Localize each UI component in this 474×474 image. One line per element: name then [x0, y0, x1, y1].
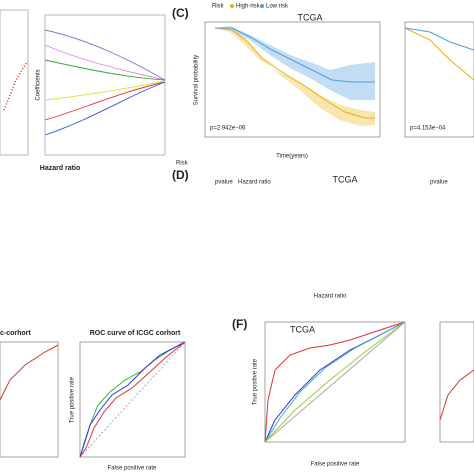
title: TCGA	[332, 174, 357, 184]
km-curve	[404, 27, 474, 51]
roc-curve	[0, 344, 59, 401]
p-value: p=4.153e−04	[410, 126, 446, 132]
legend-title: Risk	[212, 4, 225, 10]
y-label: Survival probability	[194, 55, 200, 105]
lasso-left	[0, 9, 29, 156]
roc-curve	[439, 369, 474, 421]
title: c-corhort	[0, 330, 31, 337]
panel-label: (F)	[232, 317, 247, 331]
plot-frame	[0, 341, 59, 458]
plot-frame	[264, 321, 406, 443]
x-label: Hazard ratio	[314, 294, 347, 300]
ci-band	[215, 28, 375, 126]
km-curve	[214, 27, 375, 119]
roc-curve	[264, 321, 406, 443]
header: pvalue	[430, 180, 448, 186]
panel-label: (C)	[172, 6, 189, 20]
diagonal	[79, 341, 186, 458]
header: Hazard ratio	[238, 180, 271, 186]
y-label: True positive rate	[70, 376, 76, 423]
legend-swatch	[230, 4, 234, 8]
ci-band	[215, 26, 375, 100]
legend-text: High-risk	[236, 4, 261, 10]
plot-frame	[204, 21, 381, 138]
y-label: True positive rate	[253, 358, 259, 405]
x-label: False positive rate	[311, 462, 360, 468]
km-curve	[404, 27, 474, 81]
p-value: p=2.942e−06	[210, 126, 246, 132]
roc-curve	[264, 321, 406, 443]
plot-frame	[439, 321, 474, 443]
y-label: Coefficients	[36, 69, 42, 100]
risk-label: Risk	[176, 161, 189, 167]
roc-curve	[79, 341, 186, 458]
x-label: False positive rate	[108, 466, 157, 472]
plot-frame	[79, 341, 186, 458]
roc-curve	[79, 341, 186, 458]
title: TCGA	[290, 324, 315, 334]
km-curve	[215, 27, 375, 83]
panel-label: (D)	[172, 168, 189, 182]
title: ROC curve of ICGC corhort	[90, 330, 181, 337]
legend-text: Low risk	[266, 4, 289, 10]
lasso-coef	[44, 14, 166, 156]
title: TCGA	[297, 12, 322, 22]
x-label: Time(years)	[276, 154, 308, 160]
diagonal	[264, 321, 406, 443]
legend-swatch	[260, 4, 264, 8]
header: pvalue	[215, 180, 233, 186]
roc-curve	[264, 321, 406, 443]
title: Hazard ratio	[40, 165, 80, 172]
plot-frame	[404, 21, 474, 138]
